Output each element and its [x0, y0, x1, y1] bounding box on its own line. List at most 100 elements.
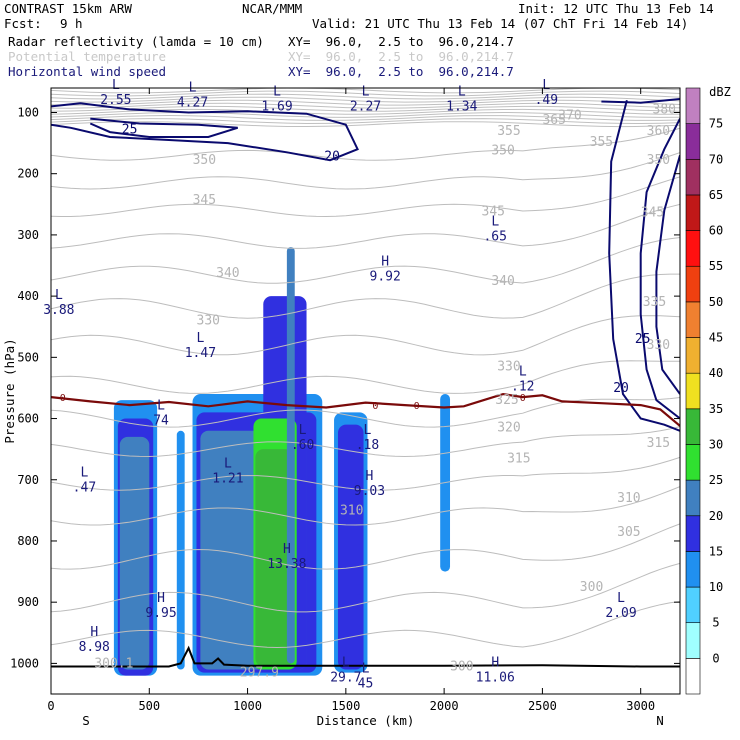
extremum-value: 29.7 [330, 670, 361, 685]
colorbar-swatch [685, 194, 701, 231]
extremum-value: 9.95 [145, 606, 176, 621]
theta-contour-label: 330 [647, 338, 670, 353]
extremum-value: 2.09 [605, 606, 636, 621]
x-axis-title: Distance (km) [317, 713, 415, 728]
extremum-value: 1.47 [185, 346, 216, 361]
extremum-marker: L [617, 591, 625, 606]
theta-contour-label: 345 [482, 205, 505, 220]
theta-contour-line [51, 426, 680, 458]
organization-label: NCAR/MMM [242, 1, 303, 16]
colorbar-swatch [685, 265, 701, 303]
theta-contour-label: 330 [497, 360, 520, 375]
colorbar-level-label: 70 [709, 152, 723, 166]
colorbar-level-label: 10 [709, 580, 723, 594]
extremum-marker: L [81, 466, 89, 481]
theta-contour-label: 335 [643, 295, 666, 310]
theta-contour-label: 350 [647, 153, 670, 168]
extremum-marker: L [55, 288, 63, 303]
extremum-marker: L [112, 78, 120, 93]
wind-contour-label: 20 [613, 381, 629, 396]
reflectivity-cell [337, 424, 364, 670]
extremum-value: 1.34 [446, 99, 477, 114]
extremum-marker: H [491, 655, 499, 670]
freezing-level-label: 0 [60, 393, 66, 404]
wind-contour-line [601, 98, 680, 104]
theta-contour-line [51, 397, 680, 428]
colorbar-swatch [685, 372, 701, 410]
theta-bundle-line [51, 102, 680, 109]
colorbar-level-label: 35 [709, 402, 723, 416]
extremum-value: 1.69 [261, 99, 292, 114]
extremum-marker: H [381, 255, 389, 270]
colorbar-swatch [685, 87, 701, 124]
theta-contour-label: 370 [558, 109, 581, 124]
extremum-value: .65 [483, 230, 506, 245]
extremum-marker: L [364, 423, 372, 438]
extremum-marker: H [283, 542, 291, 557]
wind-contour-line [639, 118, 680, 420]
colorbar-swatch [685, 123, 701, 160]
reflectivity-cell [255, 449, 293, 667]
extremum-marker: L [542, 78, 550, 93]
colorbar-swatch [685, 230, 701, 267]
extremum-value: 11.06 [476, 670, 515, 685]
theta-contour-label: 365 [542, 113, 565, 128]
theta-contour-label: 320 [497, 421, 520, 436]
colorbar-swatch [685, 408, 701, 445]
wind-contour-line [89, 117, 238, 138]
colorbar-level-label: 45 [709, 331, 723, 345]
field-wind-name: Horizontal wind speed [8, 64, 167, 79]
colorbar-level-label: 0 [712, 651, 719, 665]
theta-contour-label: 325 [495, 393, 518, 408]
theta-bundle-line [51, 118, 680, 125]
extremum-marker: L [362, 84, 370, 99]
theta-contour-line [51, 601, 680, 649]
extremum-marker: L [273, 84, 281, 99]
extremum-marker: H [90, 625, 98, 640]
theta-contour-label: 300 [580, 580, 603, 595]
extremum-marker: L [491, 215, 499, 230]
colorbar-level-label: 40 [709, 366, 723, 380]
theta-bundle-line [51, 90, 680, 97]
extremum-value: 13.38 [267, 557, 306, 572]
colorbar-swatch [685, 515, 701, 552]
extremum-value: .12 [511, 380, 534, 395]
theta-contour-label: 315 [507, 451, 530, 466]
colorbar-swatch [685, 551, 701, 588]
colorbar: 0 5 10 15 20 25 30 35 40 45 50 55 60 65 70 75 dBZ [685, 85, 731, 695]
extremum-value: .47 [73, 481, 96, 496]
theta-contour-label: 345 [641, 205, 664, 220]
wind-contour-line [608, 99, 680, 432]
extremum-marker: L [157, 398, 165, 413]
theta-contour-line [51, 562, 680, 613]
stratosphere-theta-bundle [51, 88, 680, 128]
theta-contour-line [51, 523, 680, 570]
theta-contour-line [51, 456, 680, 491]
theta-contour-label: 355 [497, 124, 520, 139]
freezing-level-label: 0 [520, 393, 526, 404]
theta-contour-line [51, 176, 680, 218]
extremum-marker: L [299, 423, 307, 438]
x-axis-left-end: S [82, 713, 90, 728]
wind-contour-label: 25 [122, 123, 138, 138]
x-tick-label: 2500 [528, 699, 557, 713]
valid-time: Valid: 21 UTC Thu 13 Feb 14 (07 ChT Fri … [312, 16, 689, 31]
colorbar-swatch [685, 337, 701, 374]
extremum-marker: L [196, 331, 204, 346]
x-tick-label: 3000 [626, 699, 655, 713]
theta-bundle-line [51, 96, 680, 103]
theta-bundle-line [51, 114, 680, 121]
y-tick-label: 900 [17, 595, 39, 609]
wind-contour-label: 20 [324, 150, 340, 165]
y-tick-label: 400 [17, 289, 39, 303]
freezing-level: 0 0 0 0 [51, 392, 680, 427]
theta-bundle-line [51, 88, 680, 94]
field-theta-xy: XY= 96.0, 2.5 to 96.0,214.7 [288, 49, 514, 64]
x-tick-label: 1000 [233, 699, 262, 713]
freezing-level-label: 0 [414, 401, 420, 412]
colorbar-level-label: 30 [709, 437, 723, 451]
colorbar-swatch [685, 444, 701, 481]
extremum-marker: L [224, 457, 232, 472]
theta-bundle-line [51, 105, 680, 112]
